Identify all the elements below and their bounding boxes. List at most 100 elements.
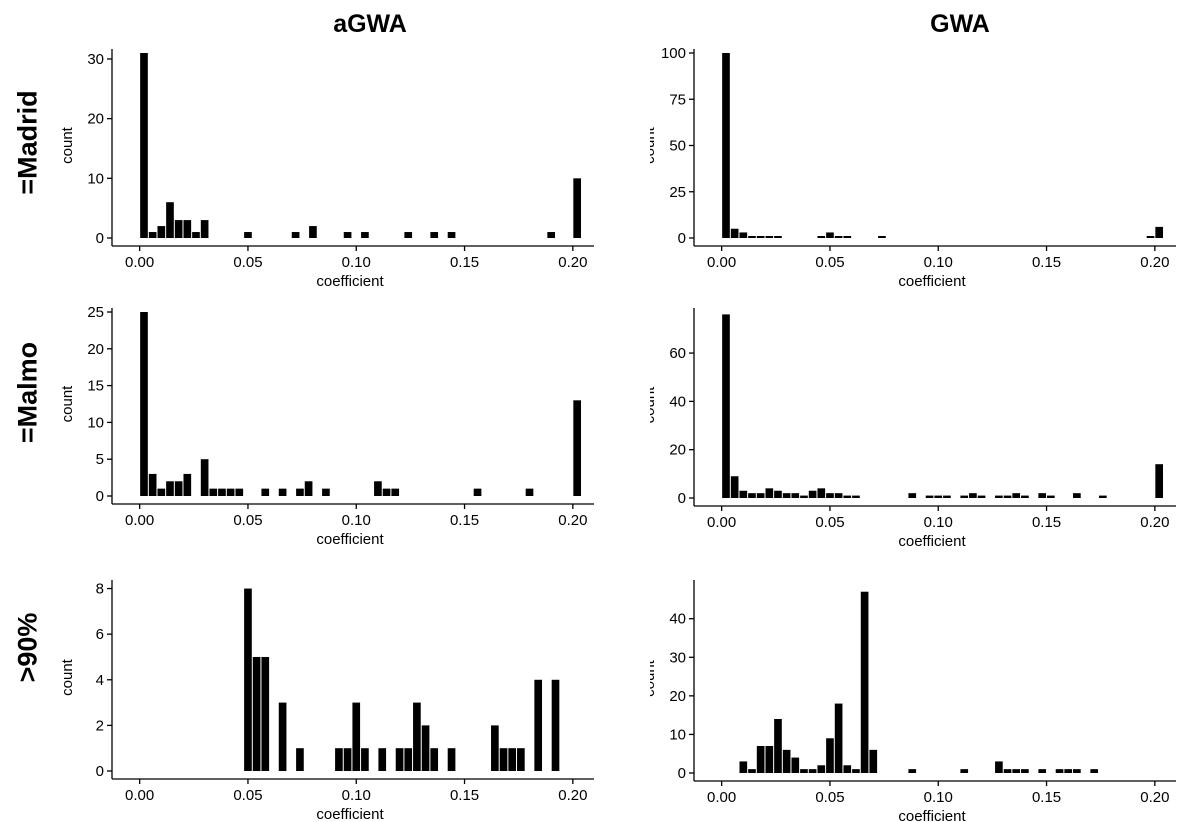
column-title-agwa: aGWA bbox=[333, 10, 407, 38]
histogram-bar bbox=[140, 312, 148, 496]
histogram-bar bbox=[774, 719, 782, 773]
histogram-bar bbox=[391, 488, 400, 496]
histogram-bar bbox=[148, 473, 157, 496]
x-tick-label: 0.20 bbox=[558, 512, 587, 529]
y-tick-label: 20 bbox=[87, 111, 104, 128]
x-tick-label: 0.20 bbox=[1140, 789, 1169, 806]
x-axis-label: coefficient bbox=[898, 808, 966, 822]
histogram-bar bbox=[218, 488, 226, 496]
histogram-bar bbox=[1073, 493, 1081, 498]
histogram-bar bbox=[834, 703, 843, 773]
histogram-bar bbox=[1047, 495, 1055, 498]
histogram-bar bbox=[756, 236, 765, 238]
histogram-bar bbox=[739, 490, 748, 498]
y-tick-label: 20 bbox=[669, 688, 686, 705]
histogram-bar bbox=[834, 493, 843, 498]
x-tick-label: 0.15 bbox=[450, 254, 479, 271]
y-tick-label: 20 bbox=[87, 341, 104, 358]
x-axis-label: coefficient bbox=[316, 531, 384, 548]
y-tick-label: 2 bbox=[96, 717, 104, 734]
x-tick-label: 0.15 bbox=[1032, 254, 1061, 271]
x-tick-label: 0.05 bbox=[233, 512, 262, 529]
y-tick-label: 40 bbox=[669, 611, 686, 628]
y-tick-label: 10 bbox=[87, 170, 104, 187]
x-tick-label: 0.05 bbox=[815, 254, 844, 271]
histogram-bar bbox=[748, 236, 756, 238]
histogram-gwa-90pct: 0.00 0.05 0.10 0.15 0.20 0 10 20 30 40 coefficient… bbox=[650, 580, 1176, 822]
y-axis-label: count bbox=[650, 126, 658, 164]
x-tick-label: 0.20 bbox=[1140, 254, 1169, 271]
histogram-bar bbox=[1003, 495, 1012, 498]
histogram-bar bbox=[573, 178, 582, 238]
histogram-bar bbox=[261, 656, 270, 771]
histogram-bar bbox=[335, 748, 343, 771]
histogram-bar bbox=[869, 749, 878, 773]
histogram-bar bbox=[304, 481, 313, 496]
x-tick-label: 0.10 bbox=[924, 789, 953, 806]
y-tick-label: 0 bbox=[678, 765, 686, 782]
histogram-bar bbox=[573, 400, 582, 496]
y-tick-label: 8 bbox=[96, 581, 104, 598]
y-tick-label: 4 bbox=[96, 672, 104, 689]
histogram-bar bbox=[1155, 226, 1164, 238]
histogram-bar bbox=[252, 656, 261, 771]
x-tick-label: 0.20 bbox=[558, 254, 587, 271]
y-tick-label: 100 bbox=[661, 45, 686, 62]
histogram-bar bbox=[1038, 769, 1047, 773]
histogram-bar bbox=[157, 488, 166, 496]
x-tick-label: 0.10 bbox=[342, 254, 371, 271]
y-tick-label: 0 bbox=[96, 488, 104, 505]
histogram-bar bbox=[421, 725, 430, 771]
histogram-bar bbox=[361, 232, 369, 238]
histogram-bar bbox=[343, 748, 352, 771]
histogram-bar bbox=[748, 493, 756, 498]
histogram-bar bbox=[382, 488, 391, 496]
y-tick-label: 25 bbox=[87, 304, 104, 321]
y-tick-label: 30 bbox=[87, 51, 104, 68]
x-tick-label: 0.15 bbox=[1032, 789, 1061, 806]
x-axis-label: coefficient bbox=[316, 806, 384, 822]
histogram-bar bbox=[430, 232, 439, 238]
histogram-bar bbox=[739, 761, 748, 773]
histogram-bar bbox=[447, 232, 456, 238]
histogram-bar bbox=[782, 749, 791, 773]
histogram-bar bbox=[473, 488, 482, 496]
histogram-bar bbox=[174, 481, 183, 496]
histogram-bar bbox=[1012, 769, 1021, 773]
histogram-bar bbox=[166, 481, 174, 496]
histogram-bar bbox=[157, 226, 166, 238]
histogram-bar bbox=[800, 495, 808, 498]
y-axis-label: count bbox=[60, 126, 76, 164]
x-tick-label: 0.00 bbox=[707, 254, 736, 271]
histogram-bar bbox=[730, 228, 739, 238]
histogram-bar bbox=[508, 748, 517, 771]
histogram-bar bbox=[374, 481, 382, 496]
histogram-bar bbox=[517, 748, 525, 771]
histogram-bar bbox=[361, 748, 369, 771]
histogram-bar bbox=[235, 488, 244, 496]
y-tick-label: 75 bbox=[669, 91, 686, 108]
histogram-bar bbox=[413, 702, 421, 771]
histogram-bar bbox=[309, 226, 317, 238]
histogram-bar bbox=[817, 236, 826, 238]
y-tick-label: 40 bbox=[669, 393, 686, 410]
y-tick-label: 20 bbox=[669, 442, 686, 459]
histogram-bar bbox=[852, 769, 860, 773]
y-tick-label: 0 bbox=[96, 230, 104, 247]
histogram-agwa-90pct: 0.00 0.05 0.10 0.15 0.20 0 2 4 6 8 coefficient coun… bbox=[60, 580, 594, 822]
histogram-bar bbox=[244, 232, 252, 238]
histogram-bar bbox=[261, 488, 270, 496]
histogram-bar bbox=[722, 53, 730, 238]
histogram-bar bbox=[1090, 769, 1099, 773]
y-tick-label: 0 bbox=[96, 763, 104, 780]
histogram-bar bbox=[296, 748, 304, 771]
histogram-bar bbox=[404, 748, 413, 771]
histogram-bar bbox=[499, 748, 508, 771]
histogram-bar bbox=[774, 490, 782, 498]
y-tick-label: 50 bbox=[669, 138, 686, 155]
histogram-bar bbox=[291, 232, 300, 238]
histogram-bar bbox=[343, 232, 352, 238]
histogram-bar bbox=[960, 495, 969, 498]
histogram-bar bbox=[547, 232, 556, 238]
histogram-bar bbox=[765, 746, 774, 773]
